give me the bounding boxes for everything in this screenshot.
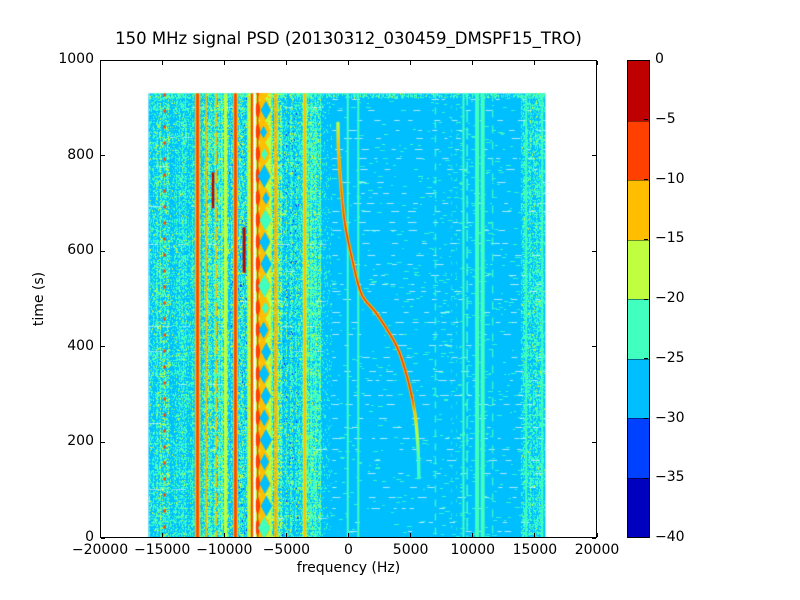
y-tick-label: 200 — [67, 433, 94, 450]
y-tick-mark-right — [592, 250, 596, 252]
x-tick-mark — [534, 533, 536, 537]
y-tick-mark-right — [592, 346, 596, 348]
colorbar-tick-label: −25 — [655, 349, 685, 366]
x-axis-label: frequency (Hz) — [296, 560, 401, 576]
colorbar-tick-label: −20 — [655, 290, 685, 306]
colorbar-tick-mark — [644, 179, 648, 180]
x-tick-mark — [348, 533, 349, 537]
colorbar-segment — [628, 358, 649, 418]
x-tick-mark — [99, 533, 101, 537]
x-tick-label: 20000 — [574, 542, 620, 558]
x-tick-label: −15000 — [133, 542, 191, 558]
x-tick-label: 0 — [344, 542, 353, 558]
colorbar-tick-label: −15 — [655, 230, 685, 247]
colorbar-segment — [628, 120, 649, 180]
colorbar-segment — [628, 180, 649, 240]
x-tick-mark-top — [348, 61, 349, 65]
colorbar-segment — [628, 418, 649, 478]
plot-title: 150 MHz signal PSD (20130312_030459_DMSP… — [115, 29, 582, 48]
x-tick-label: −20000 — [71, 542, 129, 558]
x-tick-mark — [472, 533, 474, 537]
y-tick-mark-right — [592, 537, 596, 539]
colorbar-tick-label: −30 — [655, 409, 685, 426]
y-tick-mark — [101, 537, 105, 539]
colorbar-tick-label: −10 — [655, 170, 685, 187]
x-tick-mark-top — [223, 61, 225, 65]
colorbar-segment — [628, 61, 649, 121]
x-tick-mark-top — [534, 61, 536, 65]
y-tick-label: 1000 — [58, 51, 94, 67]
x-tick-label: −10000 — [196, 542, 253, 558]
x-tick-mark-top — [285, 61, 287, 65]
colorbar-tick-mark — [644, 119, 648, 121]
colorbar-tick-mark — [644, 358, 648, 360]
colorbar-tick-mark — [644, 477, 648, 479]
x-tick-label: 10000 — [450, 542, 496, 558]
x-tick-mark-top — [99, 61, 101, 65]
x-tick-mark-top — [161, 61, 163, 65]
x-tick-label: −5000 — [262, 542, 311, 558]
y-tick-mark — [101, 59, 105, 61]
x-tick-label: 5000 — [392, 542, 429, 558]
y-tick-mark-right — [592, 441, 596, 443]
colorbar-tick-mark — [644, 418, 648, 419]
y-tick-mark — [101, 155, 105, 157]
y-tick-mark-right — [592, 155, 596, 157]
spectrogram-heatmap — [100, 60, 597, 538]
colorbar — [627, 60, 650, 538]
x-tick-mark — [161, 533, 163, 537]
y-tick-mark-right — [592, 59, 596, 61]
x-tick-mark — [410, 533, 412, 537]
x-tick-mark-top — [410, 61, 412, 65]
x-tick-mark-top — [596, 61, 598, 65]
colorbar-segment — [628, 239, 649, 299]
colorbar-tick-label: 0 — [655, 51, 664, 67]
x-tick-mark — [285, 533, 287, 537]
colorbar-tick-mark — [644, 298, 648, 300]
x-tick-mark — [223, 533, 225, 537]
colorbar-tick-label: −40 — [655, 529, 685, 545]
colorbar-segment — [628, 477, 649, 537]
y-tick-label: 800 — [67, 146, 94, 163]
y-tick-label: 0 — [85, 529, 94, 545]
colorbar-tick-label: −5 — [655, 110, 676, 127]
x-tick-mark — [596, 533, 598, 537]
y-tick-label: 400 — [67, 337, 94, 354]
colorbar-segment — [628, 299, 649, 359]
x-tick-mark-top — [472, 61, 474, 65]
x-tick-label: 15000 — [512, 542, 558, 558]
colorbar-tick-mark — [644, 238, 648, 240]
axes-frame — [100, 60, 597, 538]
y-tick-mark — [101, 441, 105, 443]
y-axis-label: time (s) — [31, 271, 47, 327]
y-tick-label: 600 — [67, 242, 94, 259]
y-tick-mark — [101, 346, 105, 348]
colorbar-tick-label: −35 — [655, 469, 685, 486]
y-tick-mark — [101, 250, 105, 252]
